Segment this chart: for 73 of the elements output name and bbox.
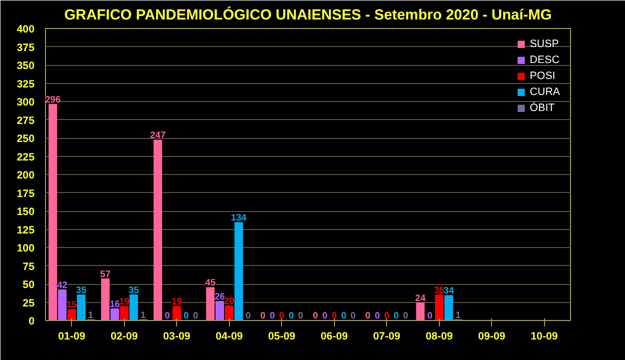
data-label: 0 <box>288 310 294 320</box>
data-label: 15 <box>66 300 77 310</box>
data-label: 0 <box>184 310 189 320</box>
x-tick-label: 10-09 <box>530 330 558 342</box>
data-label: 35 <box>76 284 86 295</box>
y-tick-label: 75 <box>22 260 35 273</box>
data-label: 296 <box>45 94 61 104</box>
data-label: 57 <box>100 268 111 279</box>
y-tick-label: 325 <box>16 78 35 90</box>
x-tick-label: 02-09 <box>110 330 138 342</box>
data-label: 0 <box>374 310 380 320</box>
legend-label: CURA <box>530 86 560 98</box>
data-label: 19 <box>119 296 130 307</box>
x-tick-label: 04-09 <box>216 330 243 342</box>
data-label: 0 <box>403 310 408 320</box>
data-label: 0 <box>312 310 318 320</box>
y-tick-label: 50 <box>22 279 35 291</box>
legend-label: POSI <box>530 70 556 82</box>
data-label: 42 <box>57 280 68 290</box>
y-tick-label: 125 <box>16 224 35 236</box>
data-label: 19 <box>172 296 182 307</box>
y-tick-label: 150 <box>16 206 35 218</box>
y-tick-label: 225 <box>16 151 35 164</box>
data-label: 0 <box>270 310 275 320</box>
data-label: 26 <box>214 292 226 302</box>
data-label: 1 <box>456 310 461 320</box>
chart-title: GRAFICO PANDEMIOLÓGICO UNAIENSES - Setembro 2020 - Unaí-MG <box>64 6 552 24</box>
y-tick-label: 200 <box>16 170 35 182</box>
y-tick-label: 350 <box>16 60 35 72</box>
data-label: 0 <box>246 310 251 320</box>
data-label: 35 <box>434 284 444 295</box>
legend-label: ÓBIT <box>530 102 555 114</box>
y-tick-label: 100 <box>16 242 35 254</box>
data-label: 16 <box>110 298 120 309</box>
legend-label: SUSP <box>530 38 559 50</box>
data-label: 0 <box>322 310 328 320</box>
data-label: 0 <box>341 310 346 320</box>
y-tick-label: 175 <box>16 188 35 200</box>
x-tick-label: 06-09 <box>320 330 348 342</box>
data-label: 0 <box>193 310 198 320</box>
data-label: 1 <box>140 310 146 320</box>
data-label: 0 <box>394 310 399 320</box>
data-label: 0 <box>260 310 266 320</box>
data-label: 0 <box>279 310 284 320</box>
x-tick-label: 09-09 <box>478 330 506 342</box>
y-tick-label: 275 <box>16 114 35 127</box>
data-label: 0 <box>164 310 170 320</box>
data-label: 0 <box>365 310 370 320</box>
data-label: 35 <box>128 284 139 295</box>
data-label: 0 <box>427 310 432 320</box>
y-tick-label: 25 <box>22 297 35 310</box>
data-label: 1 <box>88 310 94 320</box>
x-tick-label: 05-09 <box>268 330 296 342</box>
data-label: 20 <box>224 296 234 306</box>
y-tick-label: 400 <box>16 24 35 36</box>
data-label: 34 <box>444 286 455 296</box>
data-label: 45 <box>205 278 216 288</box>
x-tick-label: 07-09 <box>373 330 400 342</box>
data-label: 24 <box>415 292 426 303</box>
data-label: 0 <box>298 310 304 320</box>
y-tick-label: 250 <box>16 133 35 145</box>
data-label: 134 <box>230 212 248 223</box>
data-label: 0 <box>384 310 390 320</box>
x-tick-label: 08-09 <box>426 330 453 342</box>
y-tick-label: 0 <box>28 316 35 328</box>
x-tick-label: 03-09 <box>163 330 190 342</box>
y-tick-label: 375 <box>16 42 35 54</box>
x-tick-label: 01-09 <box>58 330 86 342</box>
data-label: 0 <box>350 310 356 320</box>
data-label: 247 <box>150 130 166 140</box>
data-label: 0 <box>332 310 337 320</box>
legend-label: DESC <box>530 54 560 66</box>
y-tick-label: 300 <box>16 96 35 108</box>
